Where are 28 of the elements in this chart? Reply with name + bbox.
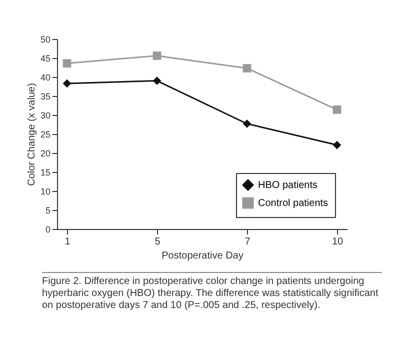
point bbox=[152, 52, 162, 60]
y-tick-label: 35 bbox=[40, 92, 50, 102]
x-axis-title: Postoperative Day bbox=[162, 250, 244, 262]
y-tick-label: 25 bbox=[40, 130, 50, 140]
caption: Figure 2. Difference in postoperative color change in patients undergoing hyperbaric oxygen (HBO) therapy. The difference was statistically significant on postoperative days 7 and 10 (P=.005 and .25, respectively). bbox=[42, 276, 380, 312]
legend-label: Control patients bbox=[258, 198, 328, 209]
point bbox=[332, 140, 342, 150]
y-axis-title: Color Change (x value) bbox=[26, 83, 38, 186]
point bbox=[242, 64, 252, 72]
point bbox=[332, 105, 342, 114]
point bbox=[62, 79, 72, 88]
y-tick-label: 10 bbox=[40, 186, 50, 196]
y-tick-label: 45 bbox=[40, 54, 50, 64]
point bbox=[242, 120, 252, 128]
x-tick-label: 5 bbox=[154, 236, 161, 248]
y-tick-label: 50 bbox=[40, 34, 50, 44]
point bbox=[152, 76, 162, 85]
y-tick-label: 20 bbox=[40, 148, 50, 158]
y-tick-label: 40 bbox=[40, 72, 50, 82]
point bbox=[62, 59, 72, 68]
x-tick-label: 10 bbox=[332, 236, 344, 248]
legend-label: HBO patients bbox=[258, 180, 318, 191]
y-tick-label: 30 bbox=[40, 110, 50, 120]
y-tick-label: 5 bbox=[45, 206, 50, 216]
x-tick-label: 1 bbox=[64, 236, 71, 248]
x-tick-label: 7 bbox=[244, 236, 251, 248]
y-tick-label: 15 bbox=[40, 168, 50, 178]
y-tick-label: 0 bbox=[45, 224, 50, 234]
